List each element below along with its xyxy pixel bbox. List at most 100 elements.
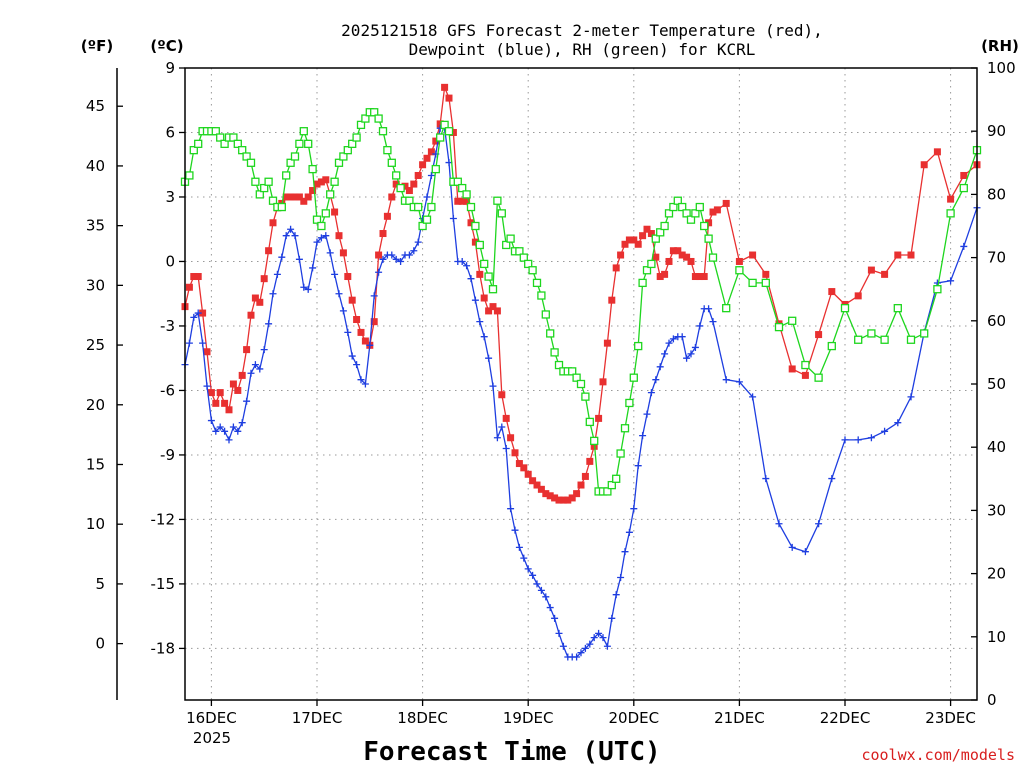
temperature-point	[449, 128, 457, 136]
fahrenheit-tick-label: 40	[86, 157, 105, 175]
rh-point	[506, 234, 515, 243]
rh-point	[286, 158, 295, 167]
temperature-point	[546, 492, 554, 500]
dewpoint-point	[397, 257, 405, 265]
rh-point	[788, 316, 797, 325]
temperature-point	[361, 337, 369, 345]
temperature-point	[370, 318, 378, 326]
rh-point	[251, 177, 260, 186]
dewpoint-point	[709, 318, 717, 326]
rh-point	[436, 133, 445, 142]
temperature-point	[537, 485, 545, 493]
dewpoint-point	[265, 320, 273, 328]
dewpoint-point	[331, 270, 339, 278]
dewpoint-point	[229, 423, 237, 431]
rh-point	[933, 285, 942, 294]
rh-point	[541, 310, 550, 319]
rh-point	[277, 202, 286, 212]
temperature-point	[348, 296, 356, 304]
temperature-point	[960, 171, 968, 179]
rh-point	[590, 436, 599, 446]
dewpoint-point	[423, 193, 431, 201]
temperature-point	[207, 389, 215, 397]
rh-point	[629, 373, 638, 382]
temperature-point	[432, 137, 440, 145]
rh-point	[290, 152, 300, 161]
dewpoint-point	[256, 365, 264, 373]
dewpoint-point	[749, 393, 757, 401]
rh-point	[656, 228, 665, 237]
dewpoint-point	[467, 275, 475, 283]
celsius-tick-label: 6	[165, 123, 175, 141]
dewpoint-point	[586, 640, 594, 648]
date-tick-label: 23DEC	[925, 709, 976, 727]
temperature-point	[713, 206, 721, 214]
rh-point	[246, 158, 256, 167]
temperature-point	[414, 171, 422, 179]
dewpoint-markers	[181, 124, 981, 661]
dewpoint-point	[458, 257, 466, 265]
dewpoint-point	[894, 419, 902, 427]
rh-point	[735, 266, 744, 275]
rh-point	[453, 177, 462, 186]
rh-point	[880, 335, 889, 344]
rh-point	[374, 114, 383, 123]
temperature-point	[212, 399, 220, 407]
rh-point	[704, 234, 713, 243]
dewpoint-line	[184, 127, 978, 658]
rh-point	[383, 146, 392, 155]
dewpoint-point	[216, 423, 224, 431]
temperature-point	[735, 257, 743, 265]
fahrenheit-tick-label: 5	[95, 575, 105, 593]
rh-point	[422, 215, 432, 224]
temperature-point	[524, 470, 532, 478]
temperature-point	[476, 270, 484, 278]
temperature-point	[577, 481, 585, 489]
rh-point	[260, 183, 269, 193]
dewpoint-point	[344, 328, 352, 336]
celsius-axis-label: (ºC)	[150, 37, 183, 55]
temperature-point	[555, 496, 563, 504]
temperature-point	[489, 303, 497, 311]
temperature-point	[647, 230, 655, 238]
dewpoint-point	[317, 234, 325, 242]
rh-tick-label: 0	[987, 691, 997, 709]
temperature-point	[603, 339, 611, 347]
rh-point	[282, 171, 291, 180]
dewpoint-point	[190, 313, 198, 321]
year-label: 2025	[193, 729, 231, 747]
dewpoint-point	[357, 376, 365, 384]
dewpoint-point	[661, 350, 669, 358]
rh-point	[304, 139, 313, 148]
rh-point	[528, 266, 537, 275]
rh-point	[678, 202, 687, 212]
temperature-point	[410, 180, 418, 188]
temperature-point	[762, 270, 770, 278]
rh-tick-label: 70	[987, 249, 1006, 267]
temperature-point	[573, 490, 581, 498]
dewpoint-point	[361, 380, 369, 388]
temperature-point	[947, 195, 955, 203]
dewpoint-point	[735, 378, 743, 386]
temperature-point	[335, 232, 343, 240]
rh-point	[761, 278, 770, 288]
dewpoint-point	[370, 292, 378, 300]
dewpoint-point	[630, 505, 638, 513]
rh-point	[396, 183, 405, 193]
rh-point	[748, 278, 757, 288]
celsius-tick-label: -12	[151, 510, 176, 528]
dewpoint-point	[815, 520, 823, 528]
temperature-point	[881, 270, 889, 278]
rh-point	[801, 360, 810, 370]
temperature-point	[625, 236, 633, 244]
temperature-point	[493, 307, 501, 315]
temperature-point	[256, 298, 264, 306]
rh-point	[299, 127, 308, 136]
temperature-point	[282, 193, 290, 201]
temperature-point	[225, 406, 233, 414]
rh-point	[840, 304, 850, 313]
rh-point	[229, 133, 238, 142]
dewpoint-point	[493, 434, 501, 442]
dewpoint-point	[313, 238, 321, 246]
temperature-point	[894, 251, 902, 259]
